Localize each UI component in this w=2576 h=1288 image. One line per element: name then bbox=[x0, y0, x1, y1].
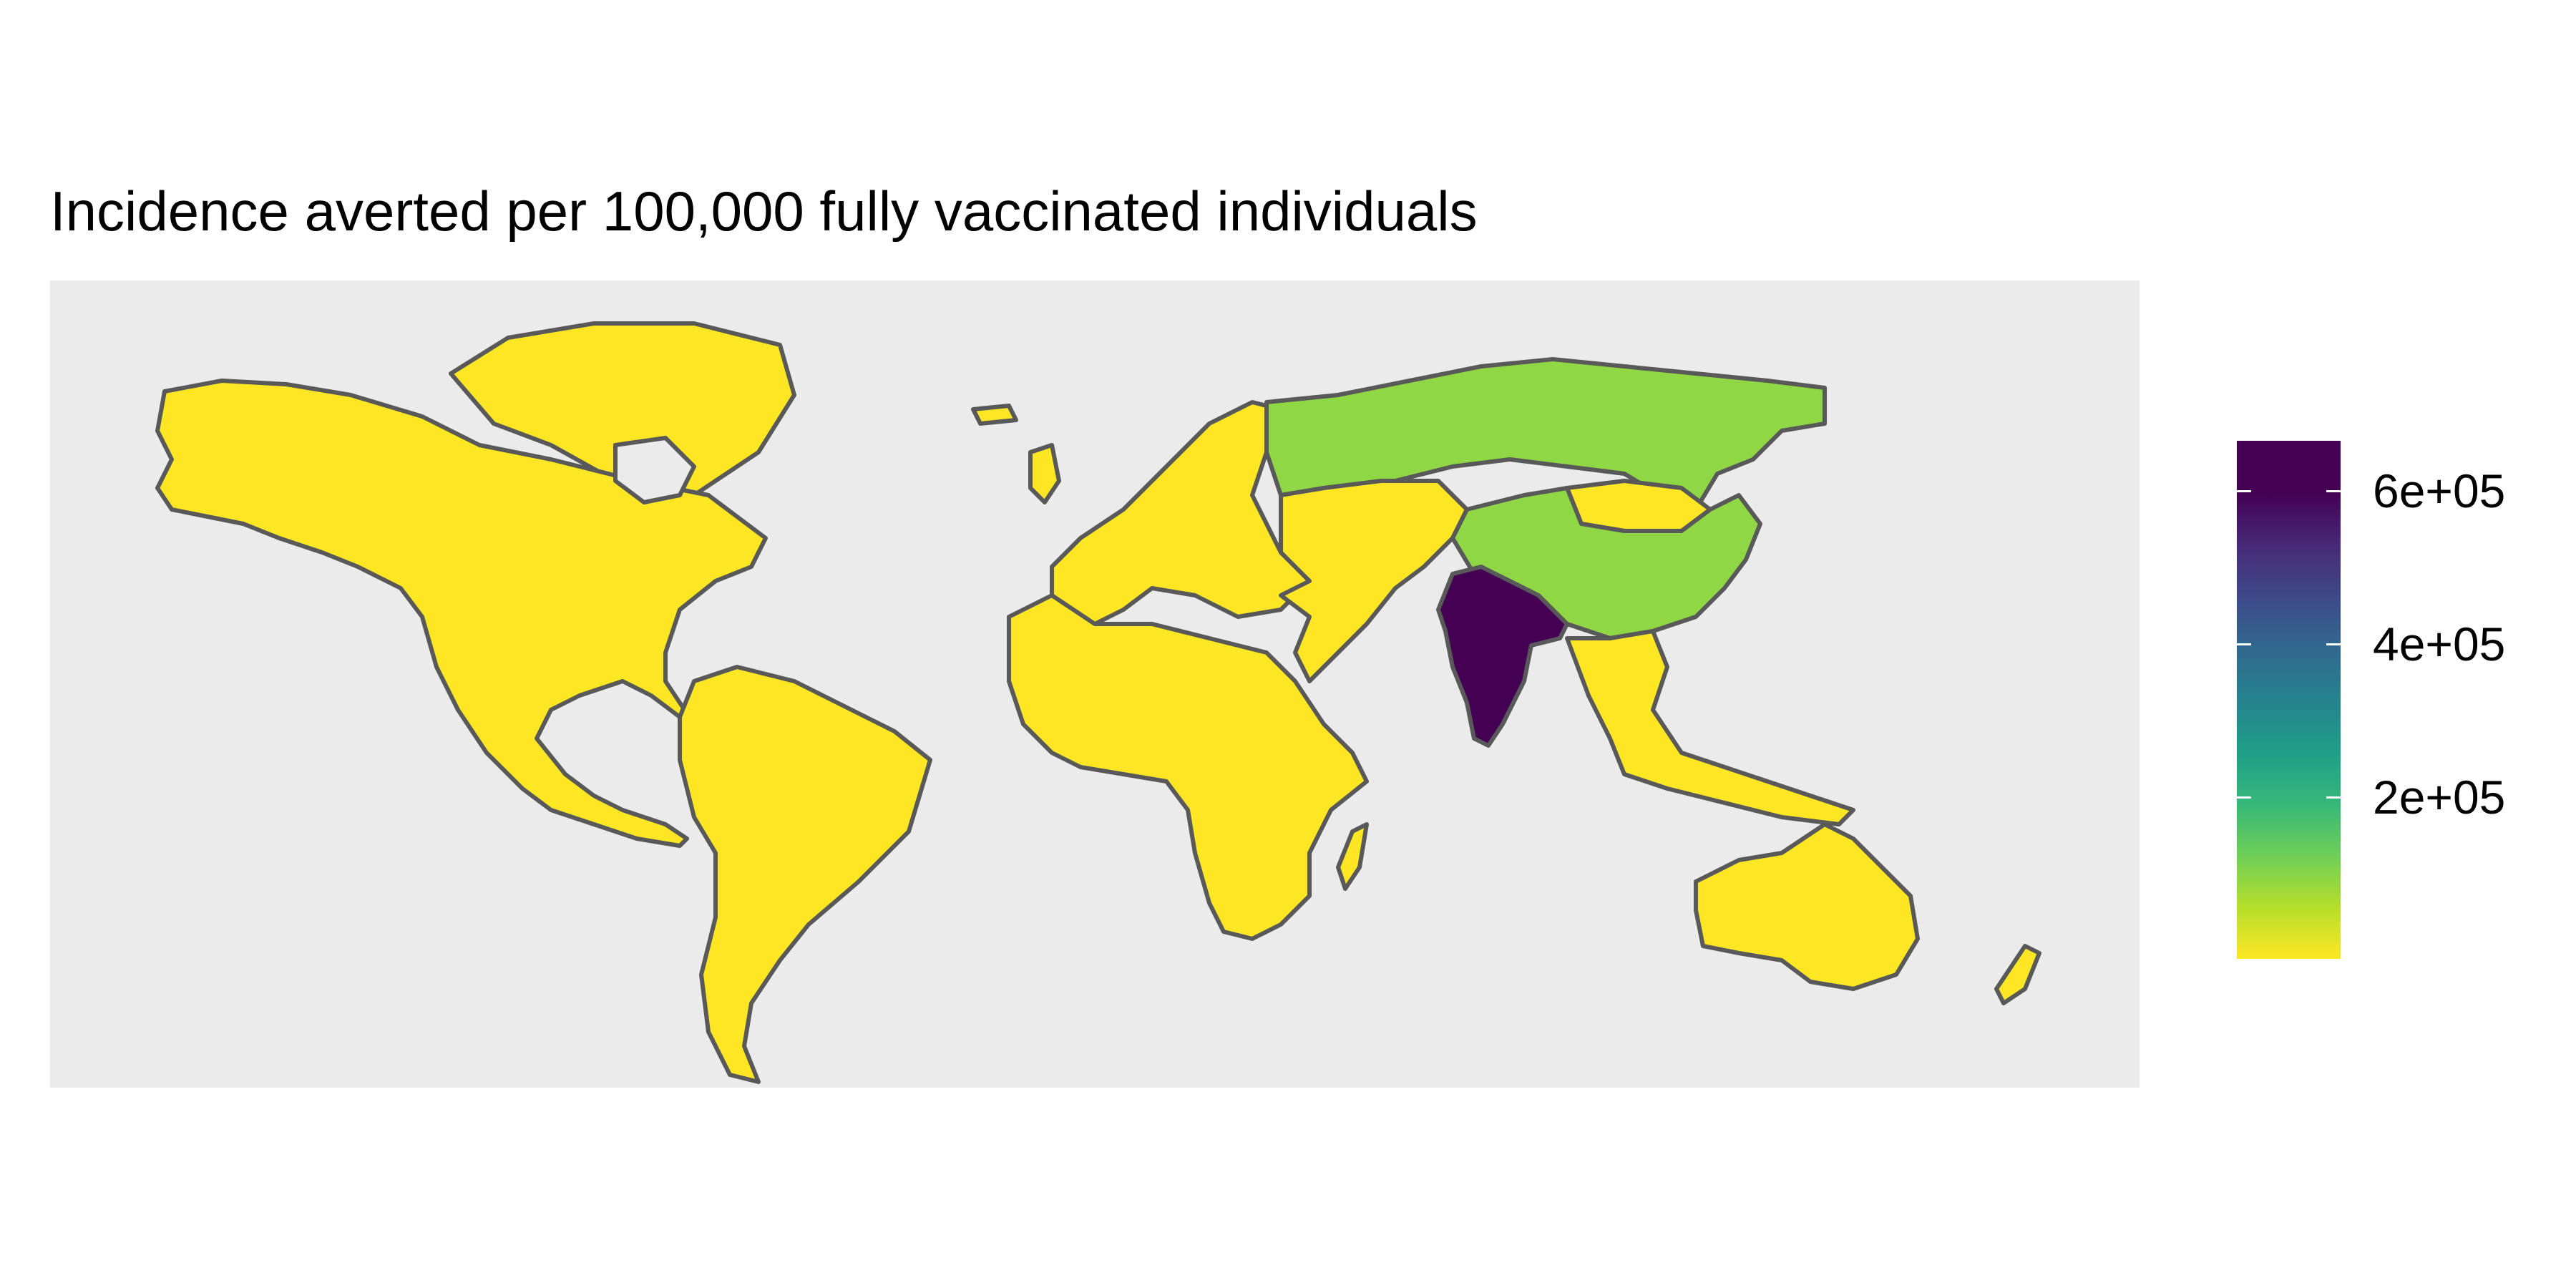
map-panel bbox=[50, 280, 2140, 1088]
legend-tick-right bbox=[2326, 796, 2341, 799]
region-africa bbox=[1007, 593, 1369, 941]
region-australia bbox=[1694, 822, 1920, 991]
region-iceland bbox=[971, 404, 1018, 426]
legend-tick-left bbox=[2237, 796, 2251, 799]
legend-colorbar bbox=[2237, 441, 2341, 959]
color-legend bbox=[2237, 441, 2341, 959]
legend-label-6e05: 6e+05 bbox=[2373, 464, 2506, 517]
world-map bbox=[155, 321, 2041, 1084]
region-india bbox=[1436, 565, 1569, 748]
legend-tick-left bbox=[2237, 490, 2251, 492]
region-greenland bbox=[449, 321, 796, 512]
region-hudson-bay bbox=[613, 436, 696, 504]
region-south-america bbox=[678, 665, 932, 1084]
region-uk bbox=[1028, 443, 1061, 504]
legend-label-2e05: 2e+05 bbox=[2373, 771, 2506, 824]
legend-label-4e05: 4e+05 bbox=[2373, 618, 2506, 670]
region-central-asia bbox=[1279, 479, 1469, 683]
region-madagascar bbox=[1336, 822, 1369, 891]
legend-tick-right bbox=[2326, 643, 2341, 645]
legend-tick-left bbox=[2237, 643, 2251, 645]
region-new-zealand bbox=[1994, 944, 2041, 1005]
map-title: Incidence averted per 100,000 fully vacc… bbox=[50, 180, 1478, 243]
legend-tick-right bbox=[2326, 490, 2341, 492]
region-southeast-asia bbox=[1565, 629, 1855, 826]
region-north-america bbox=[155, 379, 768, 848]
